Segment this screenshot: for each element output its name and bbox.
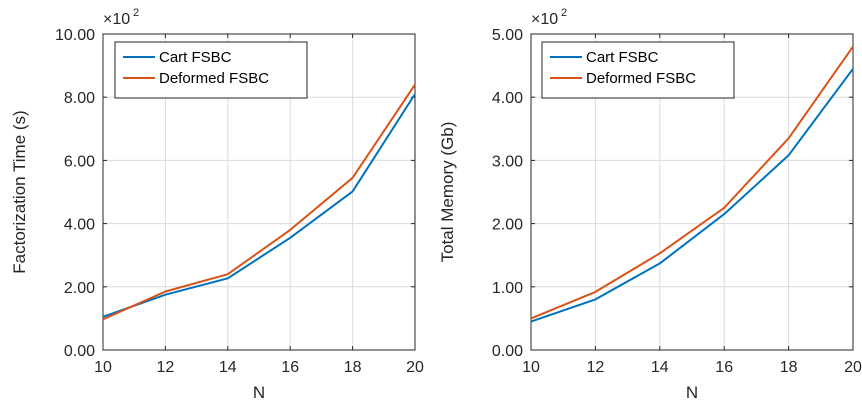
x-tick-label: 10: [94, 359, 112, 376]
y-tick-label: 5.00: [492, 27, 523, 44]
y-tick-label: 2.00: [64, 280, 95, 297]
series-line-deformed-fsbc: [102, 84, 416, 321]
y-tick-label: 0.00: [64, 343, 95, 360]
x-tick-label: 18: [344, 359, 362, 376]
x-tick-label: 18: [780, 359, 798, 376]
y-tick-label: 6.00: [64, 153, 95, 170]
y-tick-label: 3.00: [492, 153, 523, 170]
x-tick-label: 12: [587, 359, 605, 376]
legend-label: Cart FSBC: [586, 49, 659, 66]
legend-box: [541, 41, 735, 99]
y-tick-label: 8.00: [64, 90, 95, 107]
y-tick-label: 1.00: [492, 280, 523, 297]
legend-label: Deformed FSBC: [586, 70, 696, 87]
x-tick-label: 16: [281, 359, 299, 376]
y-exponent-power: 2: [561, 7, 567, 19]
y-axis-label: Factorization Time (s): [10, 110, 29, 273]
y-tick-label: 4.00: [492, 90, 523, 107]
axes-box: [102, 33, 416, 351]
x-tick-label: 10: [522, 359, 540, 376]
y-axis-label: Total Memory (Gb): [438, 122, 457, 263]
x-tick-label: 20: [406, 359, 424, 376]
series-line-cart-fsbc: [102, 93, 416, 318]
axes-box: [530, 33, 854, 351]
y-tick-label: 10.00: [55, 27, 95, 44]
y-tick-label: 2.00: [492, 217, 523, 234]
series-line-deformed-fsbc: [530, 46, 854, 320]
x-tick-label: 20: [844, 359, 862, 376]
chart-panel-total-memory: 10 12 14 16 18 20 0.00 1.00 2.00 3.00 4.00 5.00 ×10 2…: [438, 7, 862, 402]
x-axis-label: N: [253, 383, 265, 402]
y-tick-label: 4.00: [64, 217, 95, 234]
legend-box: [114, 41, 308, 99]
y-exponent-label: ×10: [103, 11, 130, 28]
x-tick-label: 14: [219, 359, 237, 376]
y-exponent-label: ×10: [531, 11, 558, 28]
y-tick-label: 0.00: [492, 343, 523, 360]
legend-label: Deformed FSBC: [159, 70, 269, 87]
x-tick-label: 14: [651, 359, 669, 376]
series-line-cart-fsbc: [530, 68, 854, 323]
x-tick-label: 16: [715, 359, 733, 376]
chart-panel-factorization-time: 10 12 14 16 18 20 0.00 2.00 4.00 6.00 8.00 10.00 ×10…: [10, 7, 424, 402]
y-exponent-power: 2: [133, 7, 139, 19]
x-tick-label: 12: [157, 359, 175, 376]
legend-label: Cart FSBC: [159, 49, 232, 66]
x-axis-label: N: [686, 383, 698, 402]
